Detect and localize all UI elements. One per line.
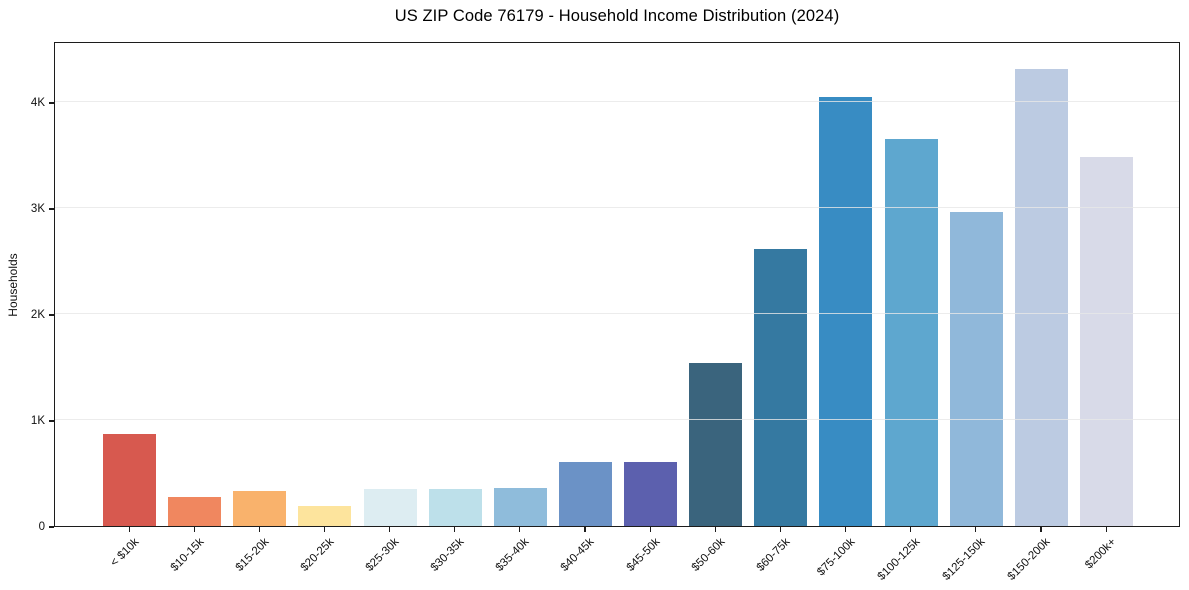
y-tick-label: 3K — [30, 202, 45, 215]
x-tick-label: < $10k — [107, 536, 141, 570]
y-tick-mark — [49, 420, 54, 422]
bar — [233, 491, 287, 526]
y-tick-label: 4K — [30, 96, 45, 109]
y-tick-label: 0 — [38, 521, 45, 533]
y-tick-mark — [49, 314, 54, 316]
x-tick-label: $15-20k — [233, 536, 272, 574]
x-tick-mark — [714, 527, 716, 532]
x-tick-label: $50-60k — [689, 536, 728, 574]
x-tick-mark — [128, 527, 130, 532]
bar — [298, 505, 352, 526]
x-tick-mark — [519, 527, 521, 532]
x-tick-mark — [323, 527, 326, 532]
bar — [949, 212, 1003, 526]
y-tick-mark — [49, 208, 54, 210]
x-tick-mark — [1105, 527, 1107, 532]
x-tick-label: $35-40k — [493, 536, 532, 574]
x-tick-label: $125-150k — [940, 536, 988, 583]
bar — [168, 497, 222, 526]
x-tick-mark — [193, 527, 195, 532]
x-tick-mark — [454, 527, 456, 532]
plot-area — [54, 42, 1180, 527]
x-tick-label: $40-45k — [559, 536, 597, 574]
x-tick-mark — [1040, 527, 1042, 532]
x-tick-label: $60-75k — [754, 536, 793, 574]
bar — [884, 139, 938, 526]
gridline — [55, 100, 1179, 102]
bar — [363, 488, 417, 526]
grid-layer — [55, 43, 1179, 526]
y-tick-label: 1K — [30, 414, 45, 427]
chart-title: US ZIP Code 76179 - Household Income Dis… — [394, 7, 840, 25]
y-tick-label: 2K — [30, 308, 45, 321]
bar — [1014, 69, 1068, 526]
x-tick-label: $200k+ — [1082, 536, 1118, 572]
x-tick-mark — [584, 527, 586, 532]
y-tick-mark — [49, 526, 54, 528]
bar — [558, 462, 612, 526]
x-tick-label: $10-15k — [168, 536, 207, 574]
gridline — [55, 206, 1179, 208]
x-tick-label: $30-35k — [428, 536, 467, 574]
y-tick-mark — [49, 102, 54, 104]
x-tick-mark — [258, 527, 260, 532]
bars-layer — [55, 43, 1179, 526]
x-tick-mark — [975, 527, 977, 532]
bar — [819, 97, 873, 526]
x-tick-mark — [910, 527, 912, 532]
x-tick-mark — [844, 527, 847, 532]
bar — [624, 462, 678, 526]
x-tick-mark — [779, 527, 782, 532]
bar — [689, 363, 743, 526]
x-tick-label: $45-50k — [624, 536, 663, 574]
x-tick-mark — [389, 527, 391, 532]
gridline — [55, 419, 1179, 420]
x-tick-label: $100-125k — [875, 536, 923, 583]
x-tick-mark — [649, 527, 651, 532]
gridline — [55, 312, 1179, 314]
x-tick-label: $150-200k — [1005, 536, 1053, 583]
bar — [1080, 157, 1133, 526]
x-tick-label: $75-100k — [815, 536, 858, 579]
bar — [493, 487, 547, 526]
bar — [103, 433, 156, 526]
x-tick-label: $25-30k — [363, 536, 402, 574]
bar — [754, 249, 808, 526]
bar — [428, 489, 482, 526]
x-tick-label: $20-25k — [298, 536, 337, 574]
